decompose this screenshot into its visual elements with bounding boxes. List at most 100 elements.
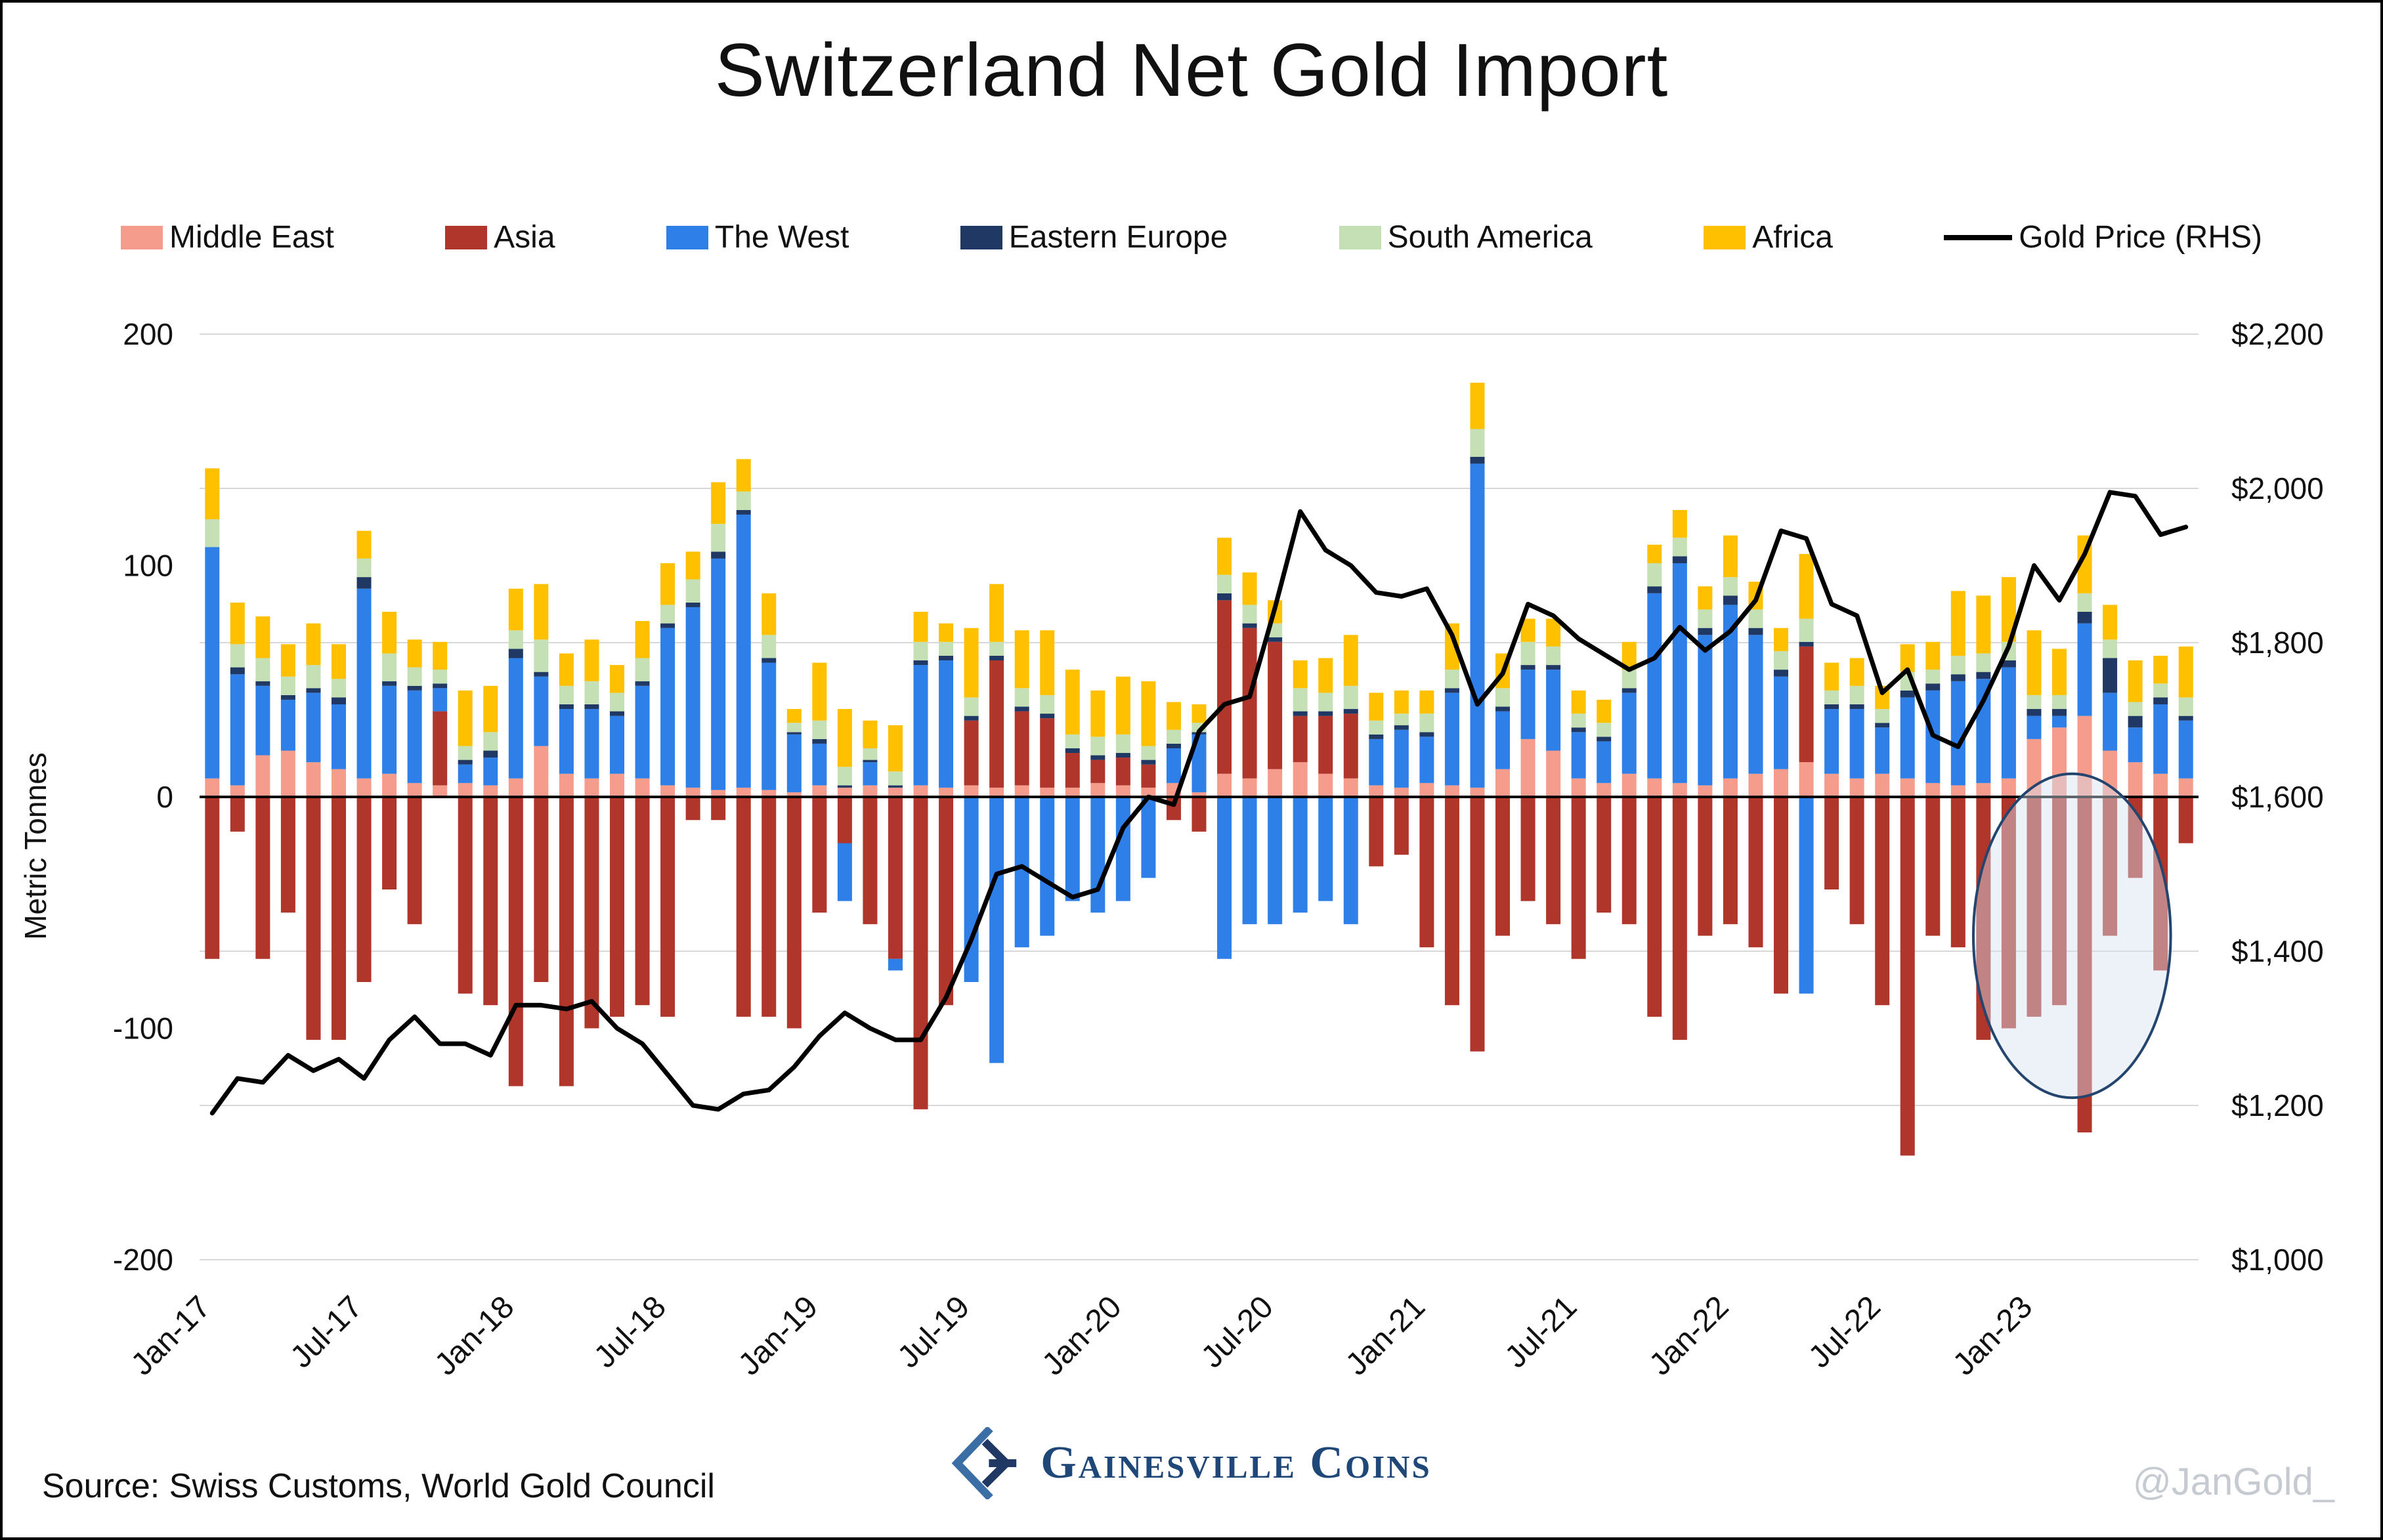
bar-segment: [964, 628, 979, 698]
bar-segment: [2153, 704, 2168, 774]
bar-segment: [1166, 743, 1181, 748]
right-axis-tick: $1,400: [2231, 934, 2324, 968]
bar-segment: [2052, 709, 2067, 716]
bar-segment: [1318, 711, 1333, 716]
bar-segment: [762, 658, 777, 663]
bar-segment: [711, 797, 726, 821]
bar-segment: [1799, 646, 1814, 763]
legend-item: Middle East: [121, 219, 334, 255]
bar-segment: [736, 787, 751, 797]
legend-item: South America: [1339, 219, 1593, 255]
bar-segment: [1672, 782, 1687, 797]
bar-segment: [711, 524, 726, 552]
bar-segment: [230, 602, 245, 645]
bar-segment: [331, 704, 346, 769]
bar-segment: [1900, 690, 1915, 698]
bar-segment: [255, 685, 270, 756]
x-axis-tick: Jul-21: [1499, 1289, 1584, 1375]
bar-segment: [812, 738, 827, 744]
bar-segment: [1849, 709, 1864, 779]
bar-segment: [1115, 797, 1130, 901]
chart-area: 200 100 0 -100 -200 $2,200 $2,000 $1,800 $1,600 $…: [3, 3, 2380, 1537]
legend-item: Eastern Europe: [960, 219, 1228, 255]
bar-segment: [863, 759, 878, 763]
left-axis-tick: -100: [113, 1012, 173, 1046]
bar-segment: [1849, 685, 1864, 704]
bar-segment: [280, 676, 295, 695]
bar-segment: [1875, 727, 1890, 774]
bar-segment: [1444, 688, 1459, 693]
bar-segment: [837, 785, 852, 788]
bar-segment: [331, 644, 346, 679]
bar-segment: [356, 577, 372, 589]
bar-segment: [2052, 649, 2067, 695]
bar-segment: [1621, 693, 1637, 774]
bar-segment: [812, 797, 827, 913]
bar-segment: [1698, 628, 1713, 635]
bar-segment: [331, 679, 346, 698]
bar-segment: [584, 681, 599, 704]
bar-segment: [1040, 714, 1055, 719]
bar-segment: [559, 709, 574, 774]
bar-segment: [812, 720, 827, 739]
x-axis-tick: Jan-19: [732, 1289, 825, 1382]
bar-segment: [458, 797, 473, 994]
x-axis-tick: Jan-21: [1339, 1289, 1432, 1382]
bar-segment: [331, 697, 346, 704]
bar-segment: [356, 778, 372, 797]
bar-segment: [786, 709, 802, 723]
gainesville-coins-icon: [951, 1427, 1017, 1499]
bar-segment: [1520, 665, 1535, 670]
bar-segment: [1268, 641, 1283, 769]
legend-label: The West: [714, 220, 849, 255]
bar-segment: [1343, 797, 1358, 924]
bar-segment: [1723, 595, 1738, 605]
bar-segment: [1141, 759, 1156, 765]
bar-segment: [1723, 605, 1738, 779]
bar-segment: [1369, 693, 1384, 721]
bar-segment: [1369, 797, 1384, 866]
bar-segment: [1394, 787, 1409, 797]
bar-segment: [2052, 695, 2067, 710]
bar-segment: [483, 685, 498, 733]
bar-segment: [786, 723, 802, 733]
bar-segment: [736, 491, 751, 510]
bar-segment: [382, 797, 397, 889]
bar-segment: [1849, 797, 1864, 924]
bar-segment: [685, 607, 700, 788]
bar-segment: [534, 746, 549, 797]
bar-segment: [1520, 670, 1535, 739]
bar-segment: [1394, 729, 1409, 788]
bar-segment: [939, 623, 954, 642]
bar-segment: [1774, 670, 1789, 677]
bar-segment: [1242, 623, 1257, 628]
bar-segment: [1192, 734, 1207, 792]
bar-segment: [939, 797, 954, 1006]
bar-segment: [1723, 577, 1738, 596]
bar-segment: [1849, 778, 1864, 797]
bar-segment: [433, 641, 448, 670]
bar-segment: [1242, 605, 1257, 624]
bar-segment: [2077, 593, 2092, 612]
legend-label: Asia: [494, 220, 555, 255]
bar-segment: [1444, 623, 1459, 670]
bar-segment: [1192, 797, 1207, 832]
bar-segment: [306, 693, 321, 763]
bar-segment: [458, 759, 473, 765]
bar-segment: [433, 683, 448, 689]
bar-segment: [837, 797, 852, 844]
bar-segment: [1217, 593, 1232, 601]
bar-segment: [786, 732, 802, 735]
bar-segment: [1621, 670, 1637, 689]
bar-segment: [609, 693, 624, 712]
bar-segment: [635, 797, 650, 1006]
bar-segment: [1748, 609, 1763, 628]
bar-segment: [1824, 773, 1839, 797]
bar-segment: [1343, 714, 1358, 779]
bar-segment: [609, 773, 624, 797]
bar-segment: [1925, 782, 1941, 797]
bar-segment: [964, 785, 979, 797]
bar-segment: [1419, 690, 1434, 714]
bar-segment: [964, 697, 979, 716]
bar-segment: [1419, 797, 1434, 948]
